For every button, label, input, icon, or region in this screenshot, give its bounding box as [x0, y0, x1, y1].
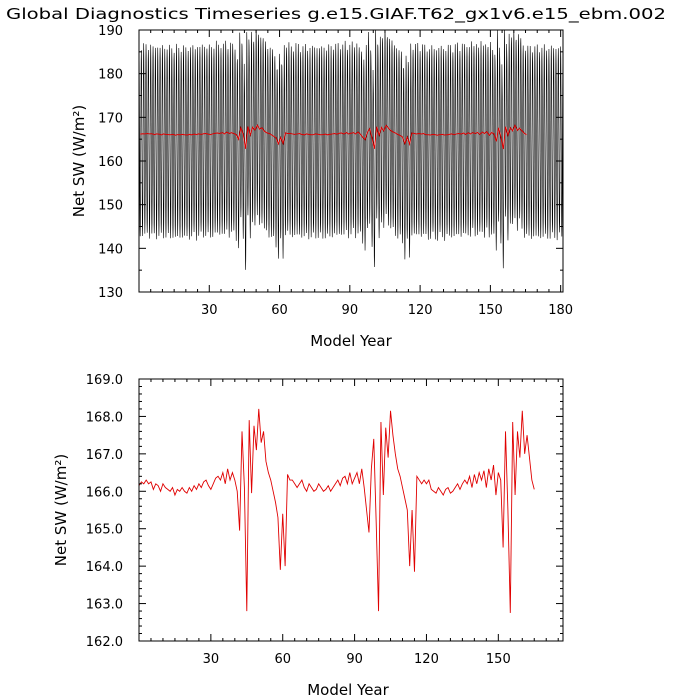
y-tick-label: 163.0 — [86, 598, 123, 613]
x-tick-label: 90 — [342, 303, 359, 318]
x-tick-label: 60 — [271, 303, 288, 318]
y-axis-label-top: Net SW (W/m²) — [70, 105, 88, 217]
x-tick-label: 30 — [203, 652, 220, 667]
y-tick-label: 180 — [98, 68, 123, 83]
chart-bottom: 30 60 90 120 150 162.0 163.0 164.0 165.0 166.0 167… — [52, 373, 564, 699]
x-tick-label: 120 — [408, 303, 433, 318]
x-tick-label: 150 — [478, 303, 503, 318]
series-annual-line-bottom — [139, 408, 535, 613]
y-tick-label: 130 — [98, 286, 123, 301]
y-tick-label: 160 — [98, 155, 123, 170]
y-tick-label: 165.0 — [86, 523, 123, 538]
chart-top: 30 60 90 120 150 180 130 140 150 160 170 180 190 Mod… — [70, 24, 573, 350]
y-tick-label: 169.0 — [86, 373, 123, 388]
x-tick-label: 90 — [346, 652, 363, 667]
plot-frame-bottom — [138, 378, 564, 642]
y-tick-label: 168.0 — [86, 410, 123, 425]
x-axis-label-bottom: Model Year — [307, 681, 389, 699]
y-tick-label: 150 — [98, 199, 123, 214]
y-tick-label: 170 — [98, 111, 123, 126]
series-annual-line-top — [140, 124, 527, 150]
y-axis-label-bottom: Net SW (W/m²) — [52, 454, 70, 566]
y-tick-label: 164.0 — [86, 560, 123, 575]
x-tick-label: 180 — [548, 303, 573, 318]
y-tick-label: 162.0 — [86, 635, 123, 650]
x-tick-label: 30 — [201, 303, 218, 318]
figure-title: Global Diagnostics Timeseries g.e15.GIAF… — [6, 5, 666, 24]
x-tick-label: 150 — [486, 652, 511, 667]
y-tick-label: 167.0 — [86, 448, 123, 463]
x-axis-label-top: Model Year — [310, 332, 392, 350]
x-tick-label: 120 — [414, 652, 439, 667]
x-tick-label: 60 — [274, 652, 291, 667]
y-tick-label: 190 — [98, 24, 123, 39]
y-tick-label: 140 — [98, 242, 123, 257]
series-monthly-line — [139, 30, 563, 270]
y-tick-label: 166.0 — [86, 485, 123, 500]
